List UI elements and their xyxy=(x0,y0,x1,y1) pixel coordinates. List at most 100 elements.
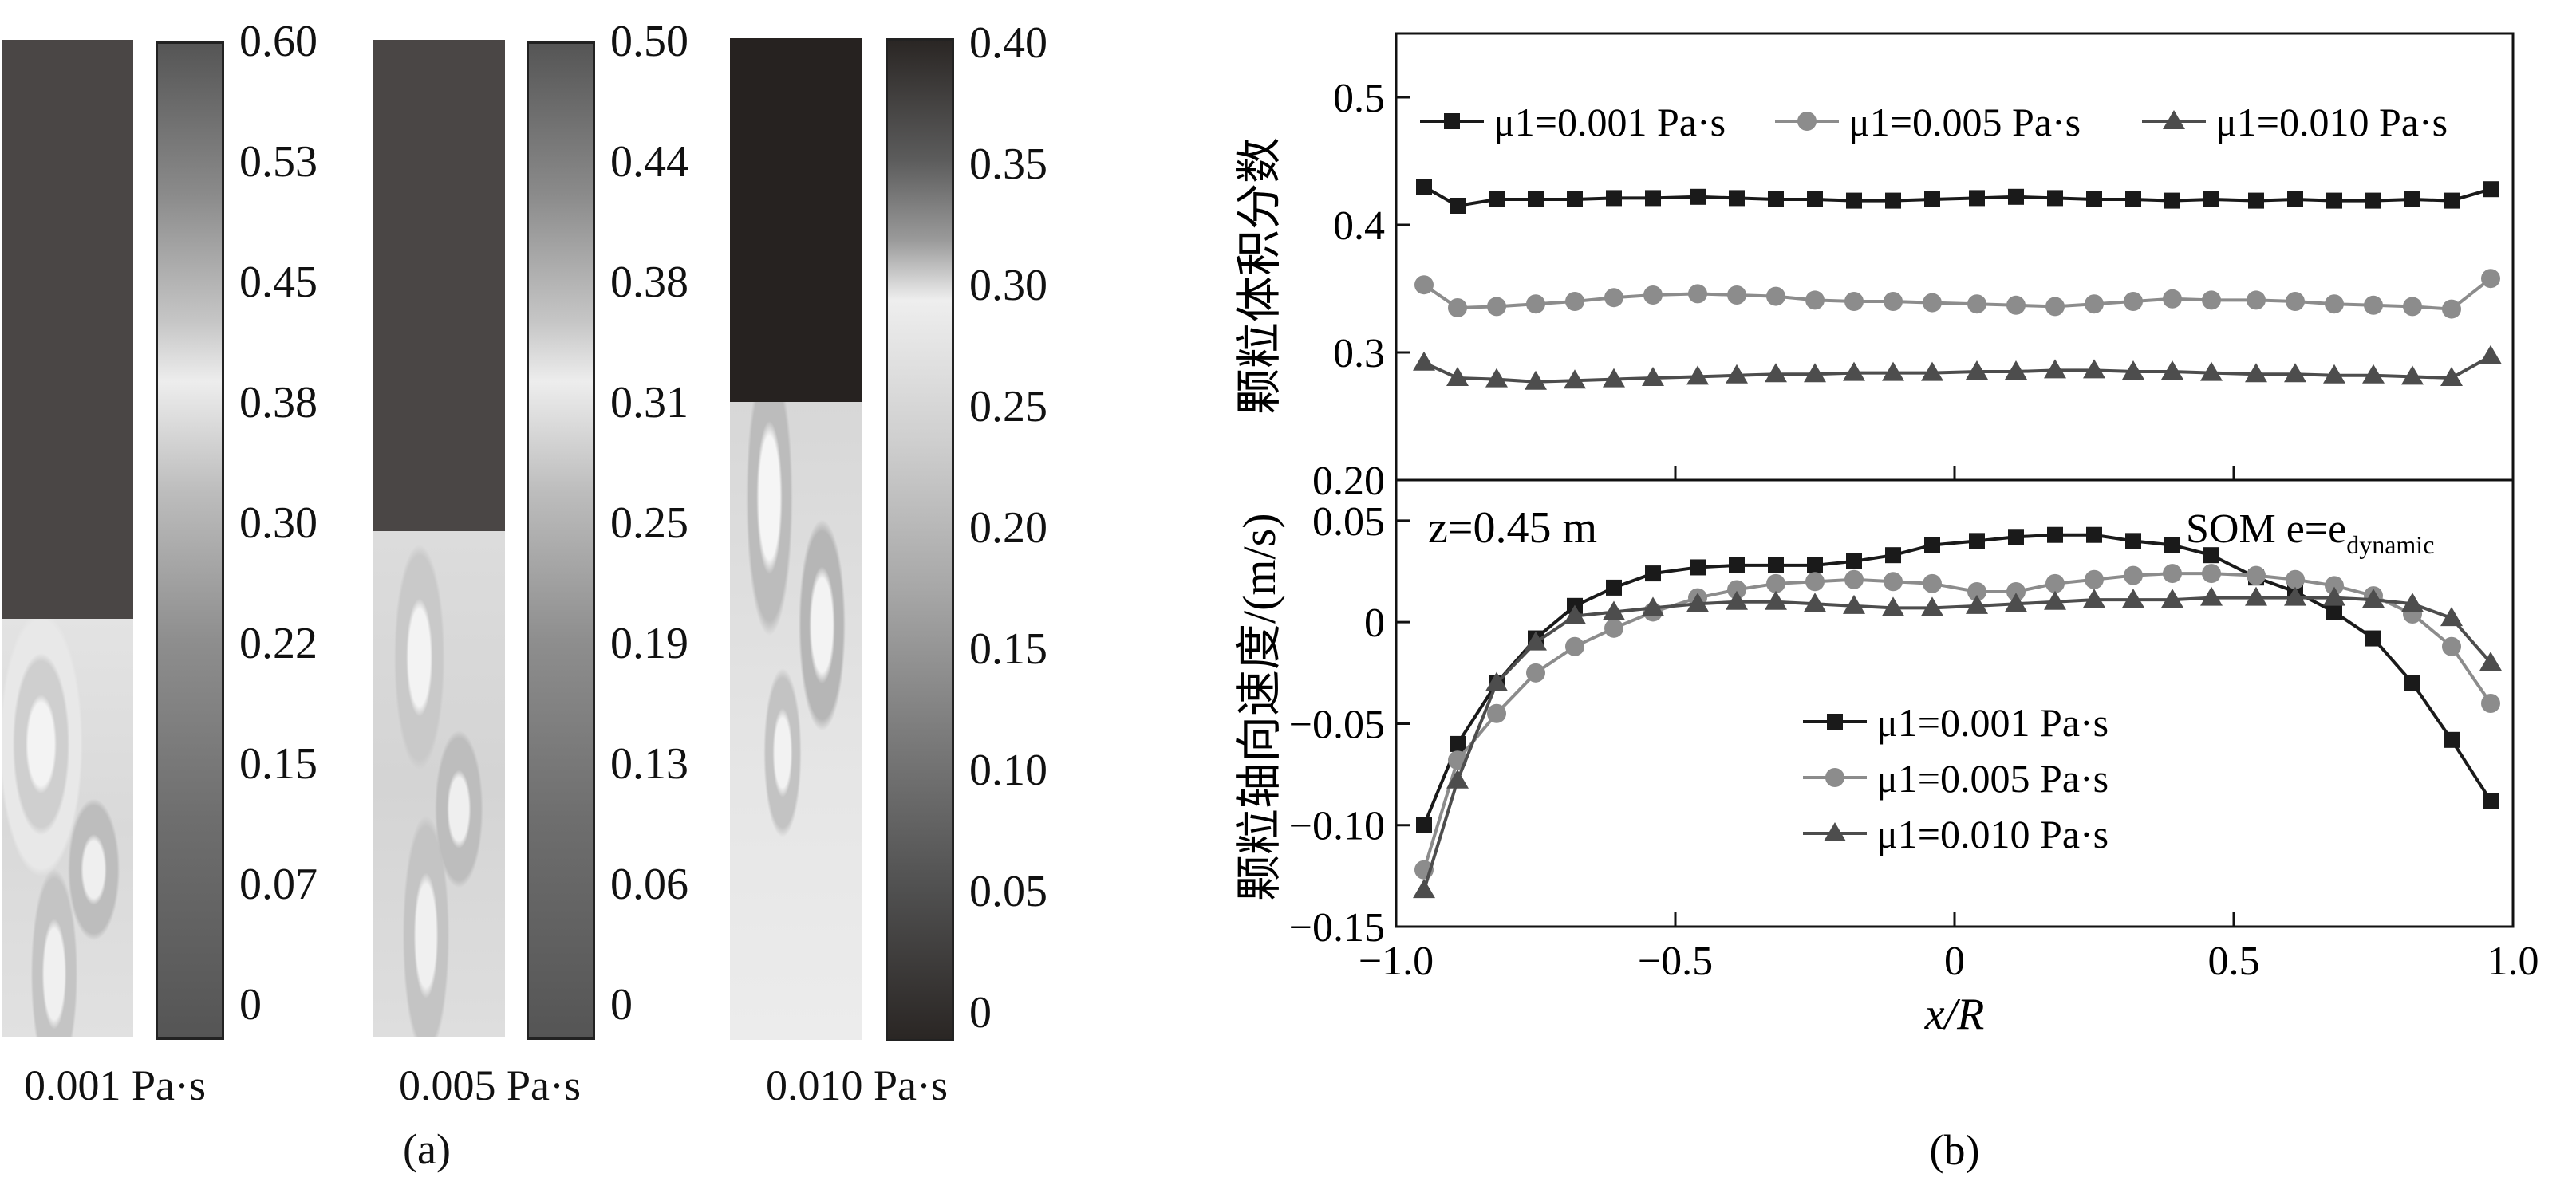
data-point-triangle xyxy=(1564,369,1586,389)
colorbar-tick: 0.25 xyxy=(610,498,688,548)
data-point-square xyxy=(1807,191,1823,207)
data-point-triangle xyxy=(1824,822,1846,841)
colorbar-tick: 0.40 xyxy=(969,18,1047,68)
data-point-circle xyxy=(2247,565,2266,585)
data-point-circle xyxy=(2202,564,2221,584)
data-point-square xyxy=(2326,604,2342,620)
y-tick-label: −0.10 xyxy=(1289,804,1385,849)
x-tick-label: −0.5 xyxy=(1638,939,1713,984)
data-point-triangle xyxy=(2163,110,2185,129)
data-point-square xyxy=(2086,191,2102,207)
data-point-square xyxy=(1450,735,1466,752)
data-point-triangle xyxy=(2440,607,2463,627)
data-point-circle xyxy=(1487,703,1506,723)
data-point-square xyxy=(1416,817,1432,833)
data-point-square xyxy=(1528,191,1544,207)
data-point-circle xyxy=(1884,292,1903,311)
legend-label: μ1=0.001 Pa·s xyxy=(1493,100,1726,144)
data-point-triangle xyxy=(1686,365,1709,385)
data-point-triangle xyxy=(1804,363,1826,383)
data-point-square xyxy=(2125,533,2141,549)
data-point-square xyxy=(2365,630,2381,647)
data-point-circle xyxy=(1643,285,1663,305)
y-tick-label: −0.15 xyxy=(1289,905,1385,951)
data-point-triangle xyxy=(1882,361,1904,381)
data-point-square xyxy=(2164,537,2180,553)
data-point-circle xyxy=(1844,569,1864,589)
x-tick-label: −1.0 xyxy=(1359,939,1434,984)
data-point-square xyxy=(1969,533,1985,549)
series-line xyxy=(1423,185,2491,208)
data-point-square xyxy=(2404,191,2420,207)
colorbar-tick: 0 xyxy=(239,980,262,1030)
data-point-triangle xyxy=(1966,594,1988,614)
data-point-square xyxy=(1885,192,1901,209)
contour-caption-2: 0.005 Pa·s xyxy=(399,1061,581,1109)
colorbar-tick: 0.38 xyxy=(610,258,688,307)
data-point-triangle xyxy=(1726,590,1748,610)
data-point-circle xyxy=(1967,582,1986,601)
data-point-square xyxy=(1416,179,1432,195)
data-point-triangle xyxy=(2083,359,2105,379)
data-point-circle xyxy=(2442,636,2461,656)
data-point-triangle xyxy=(2122,589,2144,608)
colorbar-tick: 0.25 xyxy=(969,382,1047,431)
data-point-circle xyxy=(2124,565,2143,585)
som-annotation: SOM e=edynamic xyxy=(2186,506,2434,559)
data-point-square xyxy=(1444,113,1460,129)
colorbar-tick: 0.22 xyxy=(239,619,318,668)
data-point-square xyxy=(1450,198,1466,214)
data-point-square xyxy=(2047,526,2063,543)
data-point-circle xyxy=(1727,285,1746,305)
data-point-circle xyxy=(2247,290,2266,310)
data-point-square xyxy=(1690,188,1706,205)
data-point-triangle xyxy=(1966,360,1988,380)
contour-column-2 xyxy=(373,40,505,1037)
x-axis-label: x/R xyxy=(1924,990,1985,1039)
data-point-triangle xyxy=(1603,600,1625,620)
panel-label-b: (b) xyxy=(1930,1126,1980,1174)
data-point-triangle xyxy=(1642,596,1664,616)
colorbar-tick: 0.44 xyxy=(610,137,688,187)
data-point-circle xyxy=(2163,564,2182,584)
data-point-circle xyxy=(1688,284,1707,304)
data-point-square xyxy=(1690,559,1706,576)
data-point-triangle xyxy=(1525,631,1547,651)
data-point-triangle xyxy=(2044,590,2066,610)
data-point-circle xyxy=(2045,573,2065,593)
data-point-triangle xyxy=(2401,365,2424,385)
data-point-circle xyxy=(2481,694,2500,713)
data-point-triangle xyxy=(2362,589,2385,608)
data-point-triangle xyxy=(2005,360,2027,380)
data-point-square xyxy=(2365,192,2381,209)
data-point-square xyxy=(2008,529,2024,545)
data-point-square xyxy=(1807,557,1823,573)
data-point-triangle xyxy=(2479,652,2502,671)
colorbar-tick: 0.50 xyxy=(610,17,688,66)
data-point-square xyxy=(1645,565,1661,582)
z-annotation: z=0.45 m xyxy=(1428,503,1597,553)
colorbar-tick: 0.19 xyxy=(610,619,688,668)
data-point-triangle xyxy=(1765,590,1787,610)
data-point-circle xyxy=(1414,275,1434,295)
data-point-circle xyxy=(2286,569,2305,589)
data-point-circle xyxy=(1766,286,1785,306)
data-point-circle xyxy=(1526,294,1545,314)
colorbar-tick: 0.60 xyxy=(239,17,318,66)
colorbar-tick: 0.30 xyxy=(969,261,1047,310)
data-point-square xyxy=(2203,191,2219,207)
data-point-circle xyxy=(1844,292,1864,311)
colorbar-2-ticks: 0.50 0.44 0.38 0.31 0.25 0.19 0.13 0.06 … xyxy=(593,19,704,1038)
colorbar-tick: 0.13 xyxy=(610,739,688,789)
legend-label: μ1=0.010 Pa·s xyxy=(1876,812,2109,856)
upper-plot-area: 0.20 0.3 0.4 0.5 μ1=0.001 Pa·s μ1=0.005 Pa·s μ… xyxy=(1312,76,2515,504)
data-point-circle xyxy=(1805,572,1825,592)
series-line xyxy=(1422,533,2492,826)
data-point-circle xyxy=(1825,768,1844,787)
data-point-circle xyxy=(2124,292,2143,311)
colorbar-3-ticks: 0.40 0.35 0.30 0.25 0.20 0.15 0.10 0.05 … xyxy=(952,21,1063,1040)
data-point-circle xyxy=(2006,295,2026,315)
data-point-square xyxy=(2287,191,2303,207)
legend-label: μ1=0.005 Pa·s xyxy=(1876,756,2109,801)
data-point-triangle xyxy=(2284,363,2306,383)
